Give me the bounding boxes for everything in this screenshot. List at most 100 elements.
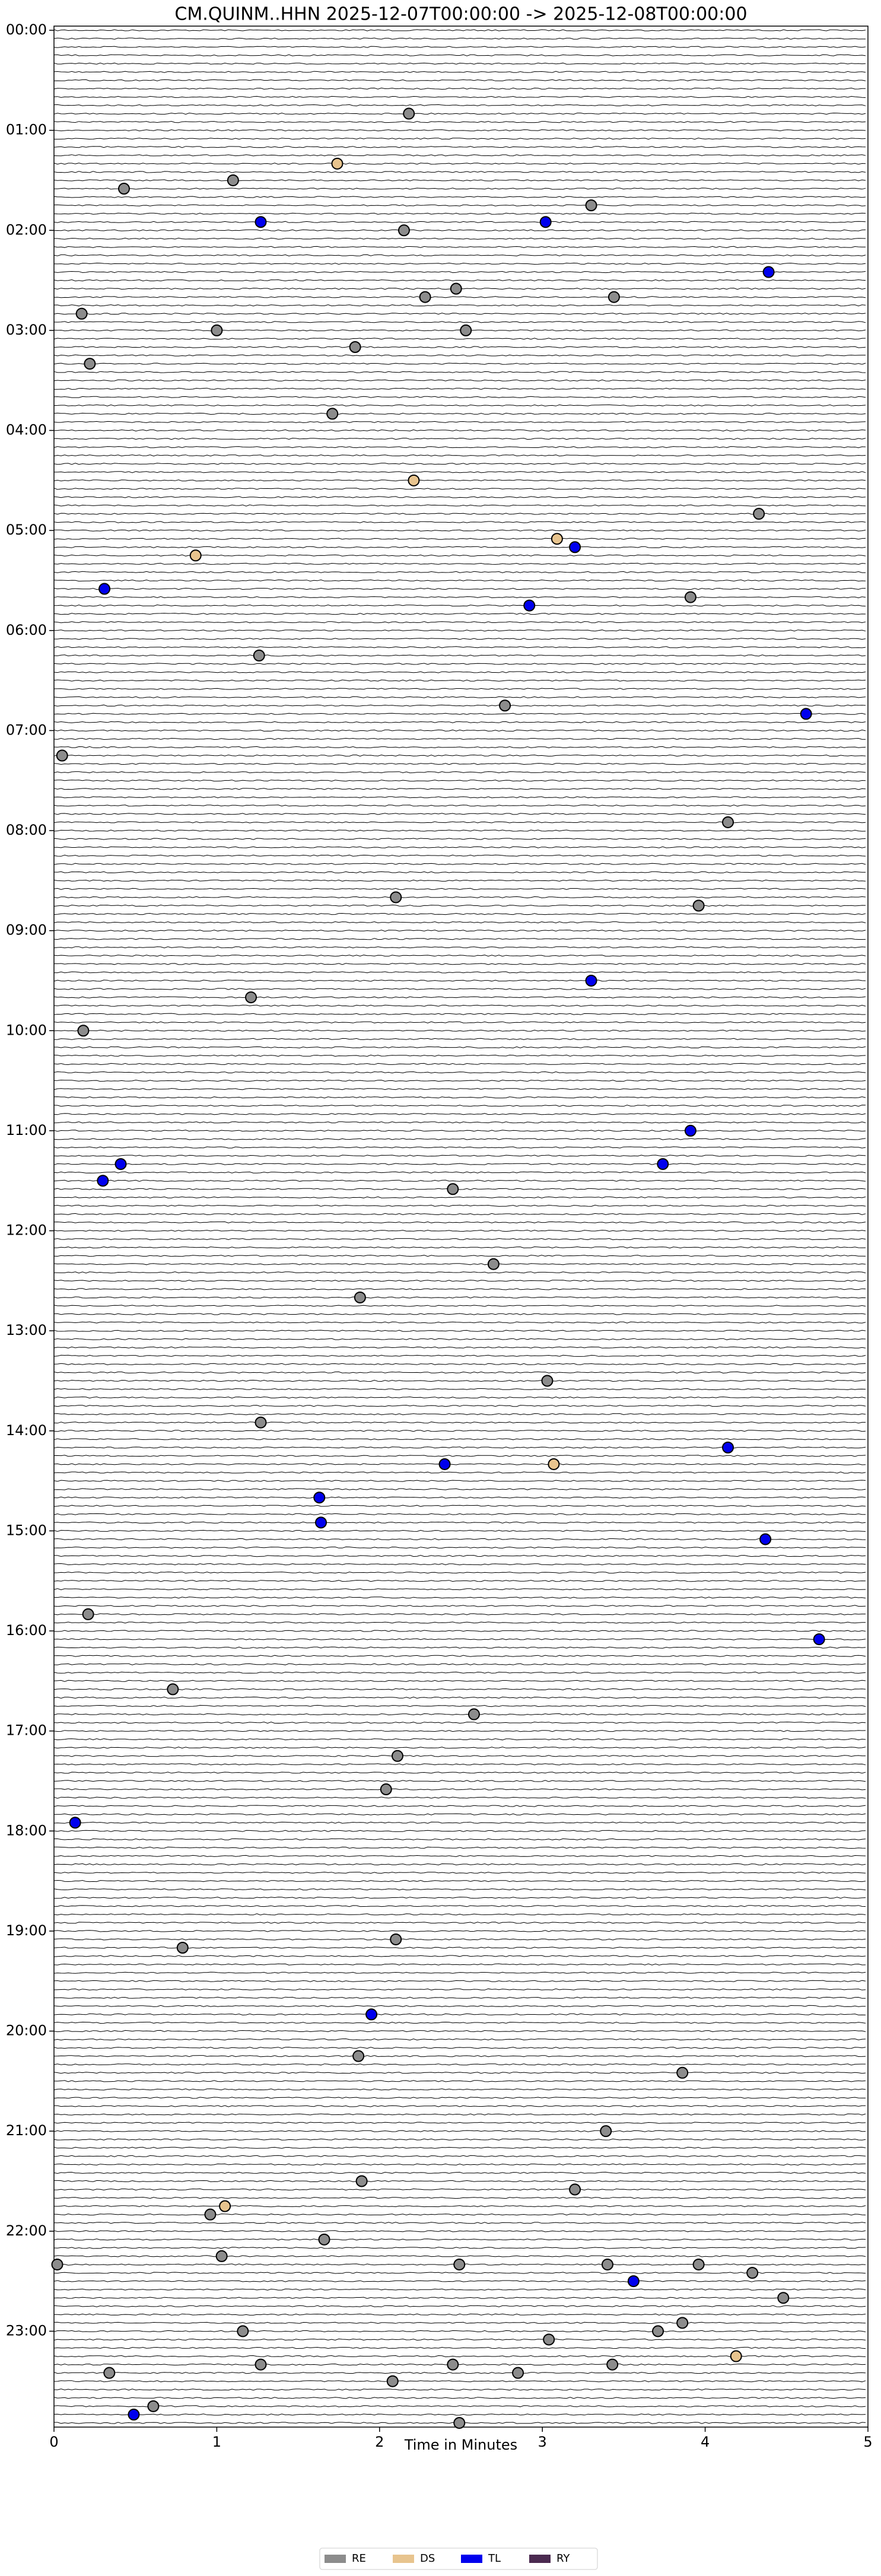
trace: [53, 1288, 866, 1290]
trace: [53, 1805, 866, 1807]
trace: [53, 946, 866, 949]
trace: [53, 112, 866, 115]
trace: [53, 421, 866, 424]
trace: [53, 1621, 866, 1624]
trace: [53, 54, 866, 56]
trace: [53, 1087, 866, 1090]
trace: [53, 396, 866, 398]
y-tick-label: 05:00: [6, 521, 47, 538]
trace: [53, 2038, 866, 2041]
legend-swatch: [529, 2555, 551, 2563]
trace: [53, 888, 866, 891]
event-marker: [585, 199, 597, 212]
event-marker: [487, 1258, 500, 1270]
event-marker: [762, 266, 775, 278]
trace: [53, 1747, 866, 1749]
trace: [53, 1546, 866, 1549]
y-tick-label: 14:00: [6, 1422, 47, 1439]
trace: [53, 2005, 866, 2008]
legend-swatch: [393, 2555, 414, 2563]
trace: [53, 1721, 866, 1724]
trace: [53, 1830, 866, 1832]
trace: [53, 1780, 866, 1782]
trace: [53, 938, 866, 940]
trace: [53, 146, 866, 148]
trace: [53, 879, 866, 882]
trace: [53, 1296, 866, 1299]
trace: [53, 713, 866, 715]
event-marker: [753, 508, 765, 520]
event-marker: [692, 2258, 705, 2270]
trace: [53, 979, 866, 982]
trace: [53, 1054, 866, 1057]
y-tick-label: 13:00: [6, 1322, 47, 1338]
trace: [53, 2247, 866, 2249]
trace: [53, 1655, 866, 1657]
y-tick-label: 21:00: [6, 2122, 47, 2139]
trace: [53, 629, 866, 632]
trace: [53, 2389, 866, 2391]
trace: [53, 1588, 866, 1591]
chart-title: CM.QUINM..HHN 2025-12-07T00:00:00 -> 202…: [174, 4, 747, 25]
trace: [53, 454, 866, 457]
trace: [53, 221, 866, 223]
trace: [53, 429, 866, 432]
event-marker: [657, 1158, 669, 1171]
trace: [53, 1505, 866, 1507]
trace: [53, 254, 866, 257]
trace: [53, 338, 866, 340]
trace: [53, 154, 866, 157]
y-tick-label: 23:00: [6, 2322, 47, 2339]
event-marker: [313, 1491, 326, 1504]
trace: [54, 846, 866, 848]
trace: [53, 613, 866, 615]
trace: [53, 1755, 866, 1757]
event-marker: [98, 583, 111, 595]
trace: [53, 1663, 866, 1665]
event-marker: [255, 1416, 267, 1429]
trace: [53, 1638, 866, 1640]
trace: [53, 196, 866, 198]
trace: [53, 1438, 866, 1440]
trace: [53, 2171, 866, 2174]
trace: [53, 1321, 866, 1324]
legend-label: DS: [420, 2552, 435, 2565]
trace: [53, 2097, 866, 2099]
trace: [53, 1138, 866, 1140]
trace: [53, 1513, 866, 1515]
event-marker: [390, 1933, 402, 1945]
event-marker: [103, 2367, 116, 2379]
trace: [53, 2380, 866, 2383]
trace: [53, 1888, 866, 1891]
trace: [53, 1155, 866, 1157]
trace: [53, 2297, 866, 2299]
event-marker: [499, 699, 511, 712]
event-marker: [51, 2258, 63, 2270]
trace: [53, 529, 866, 532]
trace: [53, 1213, 866, 1216]
trace: [53, 546, 866, 548]
trace: [53, 1346, 866, 1349]
trace: [53, 863, 866, 865]
trace: [53, 71, 866, 73]
trace: [53, 1021, 866, 1023]
trace: [53, 1079, 866, 1082]
trace: [53, 163, 866, 165]
trace: [53, 171, 866, 173]
trace: [53, 955, 866, 957]
event-marker: [551, 533, 563, 545]
trace: [53, 1305, 866, 1307]
trace: [53, 1038, 866, 1040]
trace: [53, 1179, 866, 1182]
x-tick-label: 1: [212, 2434, 221, 2450]
trace: [53, 1863, 866, 1866]
trace: [53, 780, 866, 782]
event-marker: [326, 408, 339, 420]
event-marker: [585, 974, 597, 987]
trace: [53, 2046, 866, 2049]
trace: [53, 2130, 866, 2132]
trace: [53, 1480, 866, 1482]
event-marker: [390, 891, 402, 904]
trace: [53, 129, 866, 132]
trace: [53, 1879, 866, 1882]
